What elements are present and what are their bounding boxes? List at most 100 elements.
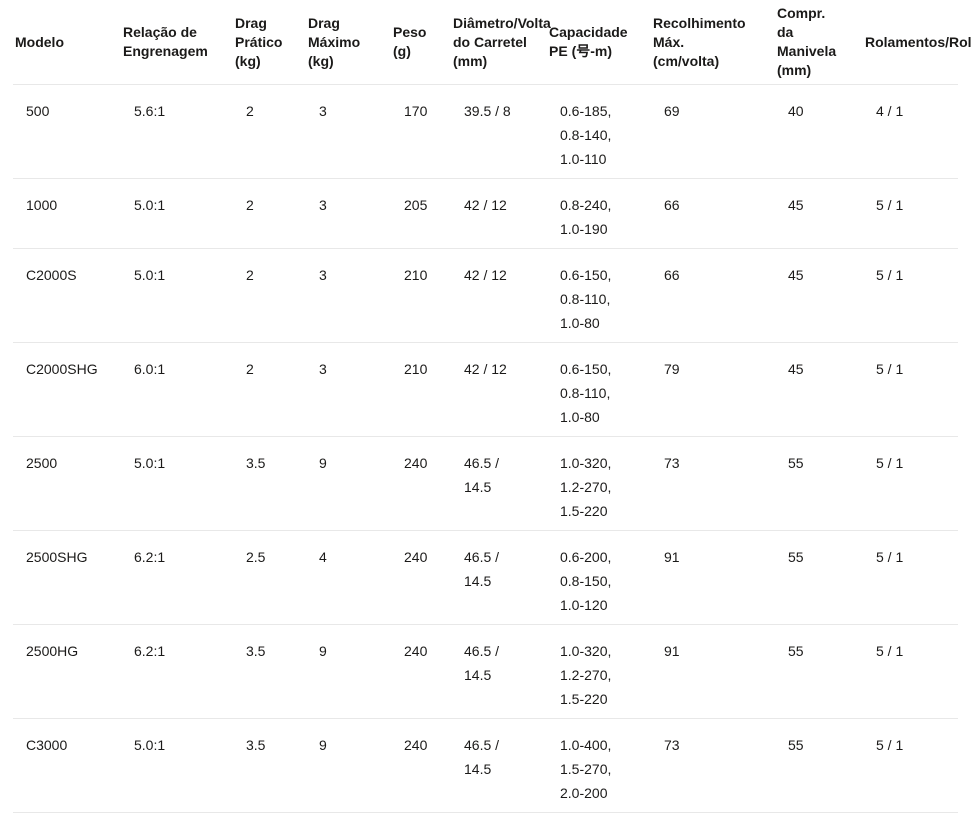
cell-drag-pratico: 3.5 [233,436,306,531]
cell-recolhimento: 79 [651,342,775,437]
table-row: 1000 5.0:1 2 3 205 42 / 12 0.8-240, 1.0-190 66 4… [13,178,958,249]
cell-diametro: 42 / 12 [451,178,547,249]
cell-recolhimento: 66 [651,248,775,343]
cell-drag-pratico: 3.5 [233,624,306,719]
cell-diametro: 46.5 / 14.5 [451,624,547,719]
cell-peso: 210 [391,248,451,343]
cell-drag-pratico: 2.5 [233,530,306,625]
table-row: 2500HG 6.2:1 3.5 9 240 46.5 / 14.5 1.0-320, 1.… [13,624,958,719]
cell-relacao: 5.6:1 [121,84,233,179]
cell-relacao: 5.0:1 [121,718,233,813]
cell-manivela: 45 [775,178,863,249]
column-header-relacao: Relação de Engrenagem [121,0,233,85]
cell-rolamentos: 5 / 1 [863,436,958,531]
cell-relacao: 6.0:1 [121,342,233,437]
cell-relacao: 6.2:1 [121,624,233,719]
cell-capacidade-pe: 1.0-320, 1.2-270, 1.5-220 [547,436,651,531]
cell-modelo: C3000 [13,718,121,813]
cell-modelo: 2500SHG [13,530,121,625]
column-header-capacidade-pe: Capacidade PE (号-m) [547,0,651,85]
cell-diametro: 42 / 12 [451,342,547,437]
column-header-drag-pratico: Drag Prático (kg) [233,0,306,85]
cell-rolamentos: 5 / 1 [863,624,958,719]
cell-manivela: 55 [775,436,863,531]
cell-drag-maximo: 3 [306,248,391,343]
table-body: 500 5.6:1 2 3 170 39.5 / 8 0.6-185, 0.8-140, 1… [13,84,958,813]
cell-rolamentos: 5 / 1 [863,718,958,813]
cell-capacidade-pe: 0.6-200, 0.8-150, 1.0-120 [547,530,651,625]
cell-recolhimento: 73 [651,436,775,531]
column-header-rolamentos: Rolamentos/Rolos [863,0,971,85]
cell-capacidade-pe: 1.0-320, 1.2-270, 1.5-220 [547,624,651,719]
cell-recolhimento: 69 [651,84,775,179]
cell-rolamentos: 5 / 1 [863,248,958,343]
cell-modelo: C2000SHG [13,342,121,437]
cell-recolhimento: 66 [651,178,775,249]
cell-capacidade-pe: 1.0-400, 1.5-270, 2.0-200 [547,718,651,813]
column-header-drag-maximo: Drag Máximo (kg) [306,0,391,85]
cell-recolhimento: 91 [651,530,775,625]
cell-recolhimento: 73 [651,718,775,813]
cell-peso: 240 [391,530,451,625]
table-row: C2000SHG 6.0:1 2 3 210 42 / 12 0.6-150, 0.8-11… [13,342,958,437]
cell-drag-pratico: 2 [233,178,306,249]
cell-diametro: 42 / 12 [451,248,547,343]
table-row: 2500 5.0:1 3.5 9 240 46.5 / 14.5 1.0-320, 1.2-… [13,436,958,531]
header-row: Modelo Relação de Engrenagem Drag Prátic… [13,0,971,85]
cell-peso: 240 [391,624,451,719]
cell-drag-maximo: 9 [306,436,391,531]
column-header-diametro: Diâmetro/Volta do Carretel (mm) [451,0,551,85]
cell-peso: 210 [391,342,451,437]
cell-drag-maximo: 3 [306,342,391,437]
cell-modelo: C2000S [13,248,121,343]
column-header-recolhimento: Recolhimento Máx. (cm/volta) [651,0,775,85]
cell-rolamentos: 5 / 1 [863,178,958,249]
cell-diametro: 39.5 / 8 [451,84,547,179]
cell-modelo: 500 [13,84,121,179]
cell-diametro: 46.5 / 14.5 [451,436,547,531]
cell-manivela: 55 [775,718,863,813]
cell-capacidade-pe: 0.8-240, 1.0-190 [547,178,651,249]
cell-peso: 240 [391,718,451,813]
cell-peso: 240 [391,436,451,531]
table-row: C2000S 5.0:1 2 3 210 42 / 12 0.6-150, 0.8-110,… [13,248,958,343]
cell-drag-maximo: 4 [306,530,391,625]
cell-capacidade-pe: 0.6-150, 0.8-110, 1.0-80 [547,342,651,437]
cell-relacao: 6.2:1 [121,530,233,625]
cell-modelo: 2500 [13,436,121,531]
cell-rolamentos: 4 / 1 [863,84,958,179]
cell-manivela: 55 [775,530,863,625]
table-row: 500 5.6:1 2 3 170 39.5 / 8 0.6-185, 0.8-140, 1… [13,84,958,179]
cell-diametro: 46.5 / 14.5 [451,530,547,625]
cell-drag-maximo: 3 [306,178,391,249]
cell-manivela: 45 [775,248,863,343]
cell-modelo: 1000 [13,178,121,249]
cell-drag-maximo: 9 [306,718,391,813]
cell-relacao: 5.0:1 [121,178,233,249]
cell-peso: 205 [391,178,451,249]
cell-manivela: 55 [775,624,863,719]
cell-capacidade-pe: 0.6-150, 0.8-110, 1.0-80 [547,248,651,343]
cell-capacidade-pe: 0.6-185, 0.8-140, 1.0-110 [547,84,651,179]
column-header-modelo: Modelo [13,0,121,85]
cell-relacao: 5.0:1 [121,436,233,531]
cell-peso: 170 [391,84,451,179]
table-row: 2500SHG 6.2:1 2.5 4 240 46.5 / 14.5 0.6-200, 0… [13,530,958,625]
cell-drag-pratico: 2 [233,248,306,343]
cell-diametro: 46.5 / 14.5 [451,718,547,813]
cell-drag-pratico: 2 [233,84,306,179]
cell-recolhimento: 91 [651,624,775,719]
cell-drag-maximo: 9 [306,624,391,719]
cell-manivela: 40 [775,84,863,179]
cell-manivela: 45 [775,342,863,437]
column-header-peso: Peso (g) [391,0,451,85]
cell-drag-pratico: 2 [233,342,306,437]
cell-rolamentos: 5 / 1 [863,342,958,437]
table-header: Modelo Relação de Engrenagem Drag Prátic… [13,0,971,85]
reel-spec-table: Modelo Relação de Engrenagem Drag Prátic… [13,0,971,813]
table-row: C3000 5.0:1 3.5 9 240 46.5 / 14.5 1.0-400, 1.5… [13,718,958,813]
cell-drag-pratico: 3.5 [233,718,306,813]
cell-relacao: 5.0:1 [121,248,233,343]
cell-drag-maximo: 3 [306,84,391,179]
